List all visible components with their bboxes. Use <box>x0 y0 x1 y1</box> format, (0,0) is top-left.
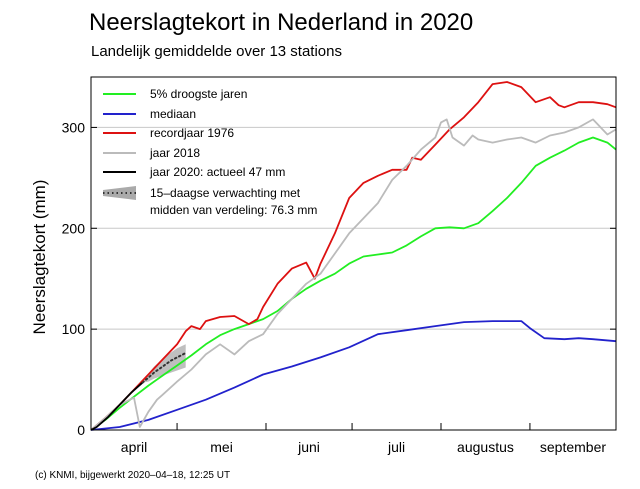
legend-swatch-band <box>103 186 136 200</box>
x-tick-label-september: september <box>540 439 606 455</box>
legend-label-mediaan: mediaan <box>150 107 196 121</box>
y-axis-label: Neerslagtekort (mm) <box>30 180 49 335</box>
chart-subtitle: Landelijk gemiddelde over 13 stations <box>91 43 342 60</box>
y-tick-label-300: 300 <box>62 119 86 135</box>
legend-label-forecast-2: midden van verdeling: 76.3 mm <box>150 203 317 217</box>
chart-title: Neerslagtekort in Nederland in 2020 <box>89 9 473 36</box>
x-tick-label-mei: mei <box>210 439 233 455</box>
legend-label-jaar-2020: jaar 2020: actueel 47 mm <box>149 165 285 179</box>
legend-label-jaar-2018: jaar 2018 <box>149 146 200 160</box>
footer-credit: (c) KNMI, bijgewerkt 2020–04–18, 12:25 U… <box>35 470 230 481</box>
legend-label-recordjaar-1976: recordjaar 1976 <box>150 126 234 140</box>
legend-label-forecast-1: 15–daagse verwachting met <box>150 186 301 200</box>
series-line-5-droogste-jaren <box>90 136 617 431</box>
legend-label-5-droogste-jaren: 5% droogste jaren <box>150 87 247 101</box>
x-tick-label-april: april <box>121 439 147 455</box>
series-line-recordjaar-1976 <box>90 81 617 431</box>
series-line-15-daagse-verwachting-met-midden-van-verdeling <box>141 352 187 384</box>
legend: 5% droogste jaren mediaan recordjaar 1976 j… <box>103 87 317 217</box>
axes: 0 100 200 300 april mei juni juli augustus septem… <box>62 119 616 455</box>
series-line-jaar-2018 <box>90 118 617 431</box>
y-tick-label-100: 100 <box>62 321 86 337</box>
series-line-mediaan <box>90 320 617 431</box>
x-tick-label-juni: juni <box>297 439 320 455</box>
x-tick-label-juli: juli <box>387 439 405 455</box>
series-line-jaar-2020 <box>90 381 144 431</box>
y-tick-label-200: 200 <box>62 220 86 236</box>
x-tick-label-augustus: augustus <box>457 439 514 455</box>
y-tick-label-0: 0 <box>77 422 85 438</box>
series-layer <box>90 81 617 431</box>
plot-frame <box>90 76 617 431</box>
